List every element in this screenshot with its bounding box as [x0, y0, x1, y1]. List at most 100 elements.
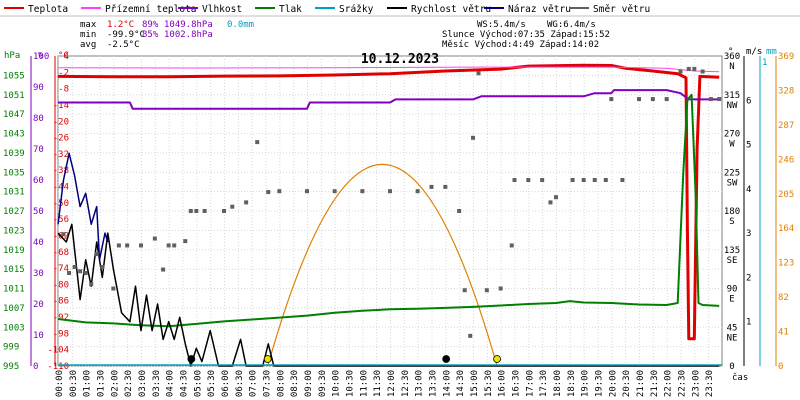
axis-tick-time: 15:30	[484, 370, 494, 397]
wind-direction-point	[686, 66, 691, 71]
axis-tick-sun: 369	[778, 52, 794, 62]
wind-direction-point	[540, 178, 545, 182]
wind-direction-point	[152, 236, 157, 241]
axis-tick-celsius: -56	[53, 215, 69, 225]
legend-label: Teplota	[28, 4, 68, 15]
axis-tick-sun: 205	[778, 190, 794, 200]
stat-max-rain: 0.0mm	[227, 20, 254, 30]
axis-tick-hpa: 1051	[3, 91, 25, 101]
stat-min-temp: -99.9°C	[107, 30, 145, 40]
axis-tick-time: 21:30	[650, 370, 660, 397]
axis-tick-hpa: 1007	[3, 304, 25, 314]
axis-tick-time: 17:00	[525, 370, 535, 397]
wind-direction-point	[83, 271, 88, 275]
wind-direction-point	[94, 252, 99, 257]
wind-direction-point	[498, 286, 503, 291]
axis-tick-direction: 180	[724, 207, 740, 217]
axis-tick-mm: 1	[762, 58, 767, 68]
axis-title-percent: %	[38, 51, 44, 61]
axis-tick-time: 01:30	[97, 370, 107, 397]
axis-tick-time: 06:00	[221, 370, 231, 397]
stat-wind-gust: WG:6.4m/s	[547, 20, 596, 30]
legend-label: Rychlost větru	[411, 4, 491, 15]
axis-tick-celsius: -14	[53, 101, 69, 111]
wind-direction-point	[230, 204, 235, 209]
axis-tick-celsius: -104	[47, 346, 69, 356]
axis-tick-time: 12:30	[401, 370, 411, 397]
wind-direction-point	[548, 200, 553, 205]
axis-tick-time: 19:00	[581, 370, 591, 397]
series-line-teplota	[57, 63, 720, 341]
sun-event-marker	[263, 355, 272, 363]
axis-tick-percent: 30	[33, 269, 44, 279]
wind-direction-point	[244, 200, 249, 205]
axis-tick-percent: 70	[33, 145, 44, 155]
axis-tick-hpa: 1023	[3, 226, 25, 236]
axis-tick-hpa: 1027	[3, 207, 25, 217]
stat-min-humidity: 85%	[142, 30, 159, 40]
wind-direction-point	[468, 333, 473, 338]
axis-tick-direction: 135	[724, 246, 740, 256]
wind-direction-point	[202, 209, 207, 213]
axis-tick-time: 17:30	[539, 370, 549, 397]
series-line-vlhkost	[58, 89, 720, 110]
axis-tick-ms: 2	[746, 273, 751, 283]
stat-wind-speed: WS:5.4m/s	[477, 20, 526, 30]
axis-tick-time: 16:30	[512, 370, 522, 397]
axis-tick-time: 00:00	[55, 370, 65, 397]
axis-tick-celsius: -8	[58, 85, 69, 95]
wind-direction-point	[700, 69, 705, 74]
axis-tick-direction-name: N	[729, 62, 734, 72]
axis-tick-direction-name: NE	[727, 333, 738, 343]
axis-tick-direction: 315	[724, 91, 740, 101]
axis-tick-percent: 60	[33, 176, 44, 186]
axis-tick-celsius: -20	[53, 117, 69, 127]
wind-direction-point	[67, 271, 72, 275]
axis-tick-ms: 1	[746, 318, 751, 328]
axis-tick-celsius: -26	[53, 134, 69, 144]
axis-tick-time: 04:30	[180, 370, 190, 397]
series-line-náraz-větru	[57, 152, 109, 261]
wind-direction-point	[139, 243, 143, 248]
axis-tick-time: 13:30	[429, 370, 439, 397]
axis-tick-time: 20:30	[622, 370, 632, 397]
axis-tick-sun: 328	[778, 86, 794, 96]
axis-tick-time: 02:30	[124, 370, 134, 397]
axis-tick-hpa: 1011	[3, 285, 25, 295]
axis-tick-celsius: -92	[53, 313, 69, 323]
wind-direction-point	[717, 97, 722, 102]
series-line-rychlost-větru	[57, 223, 720, 367]
wind-direction-point	[620, 178, 625, 182]
axis-tick-percent: 50	[33, 207, 44, 217]
wind-direction-point	[183, 239, 188, 244]
wind-direction-point	[188, 209, 193, 213]
wind-direction-point	[650, 97, 655, 102]
axis-tick-time: 01:00	[83, 370, 93, 397]
axis-tick-hpa: 1015	[3, 265, 25, 275]
axis-tick-celsius: -98	[53, 329, 69, 339]
axis-tick-time: 21:00	[636, 370, 646, 397]
wind-direction-point	[61, 232, 66, 237]
stat-max-temp: 1.2°C	[107, 20, 134, 30]
wind-direction-point	[692, 66, 697, 71]
axis-title-ms: m/s	[746, 47, 762, 57]
axis-tick-direction-name: SW	[727, 178, 738, 188]
wind-direction-point	[332, 189, 337, 194]
wind-direction-point	[708, 97, 713, 102]
wind-direction-point	[471, 135, 475, 140]
wind-direction-point	[512, 178, 517, 182]
axis-tick-direction-name: NW	[727, 101, 738, 111]
axis-tick-sun: 41	[778, 328, 789, 338]
axis-tick-time: 03:30	[152, 370, 162, 397]
axis-tick-time: 07:00	[249, 370, 259, 397]
axis-title-direction: °	[728, 47, 733, 57]
axis-tick-time: 15:00	[470, 370, 480, 397]
wind-direction-point	[172, 243, 177, 248]
axis-tick-celsius: -74	[53, 264, 69, 274]
axis-title-time: čas	[732, 372, 748, 383]
legend-label: Náraz větru	[508, 4, 571, 15]
wind-direction-point	[462, 288, 467, 293]
legend-label: Srážky	[339, 4, 374, 15]
axis-tick-percent: 100	[33, 52, 49, 62]
axis-tick-hpa: 1055	[3, 71, 25, 81]
